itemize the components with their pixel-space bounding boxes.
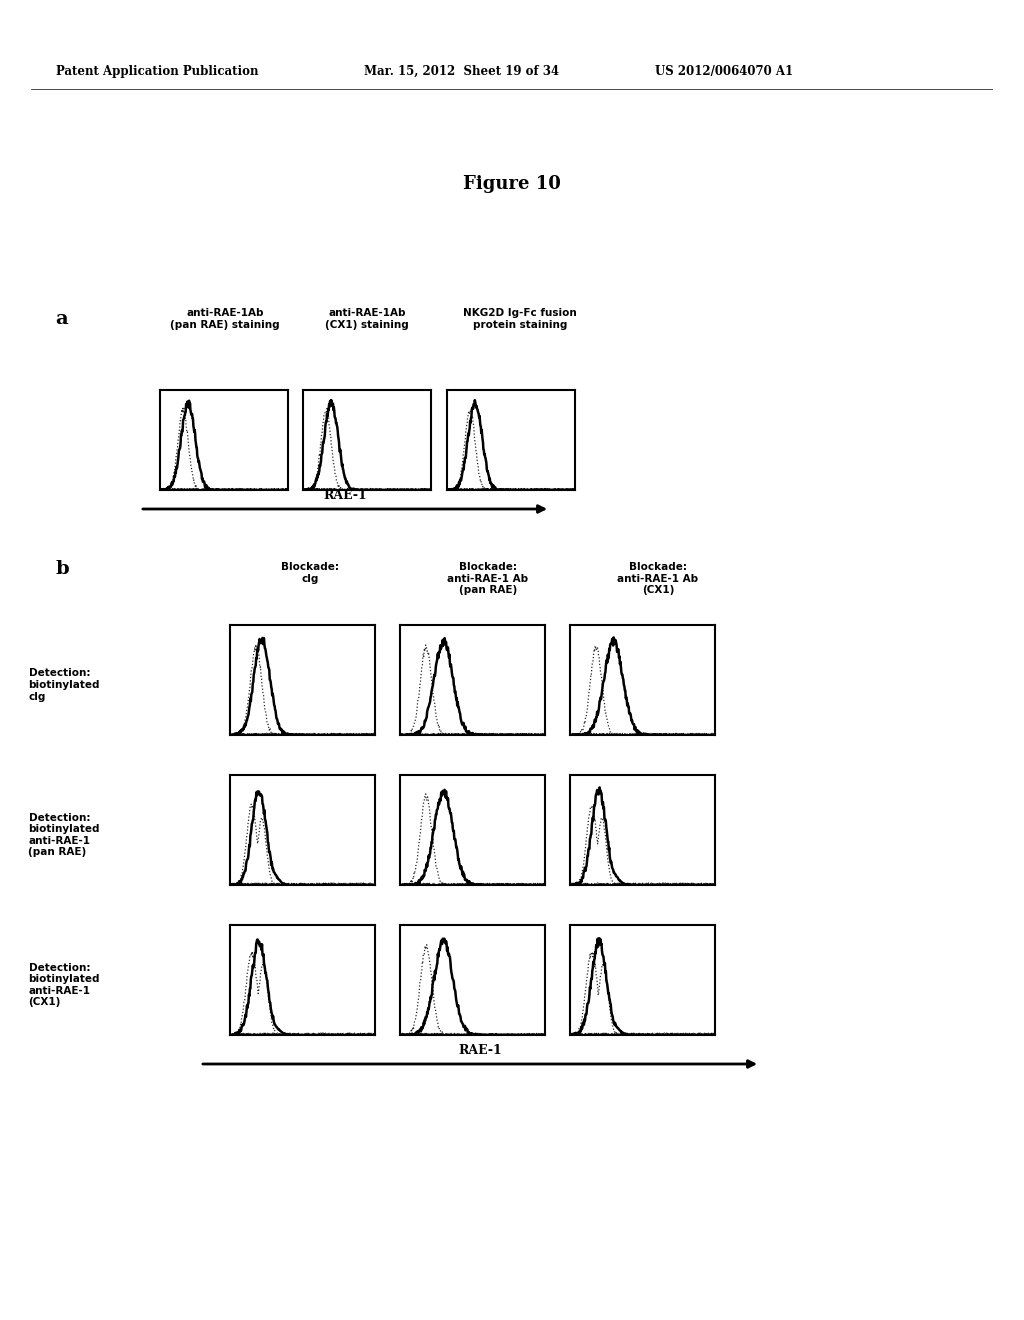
Text: anti-RAE-1Ab
(pan RAE) staining: anti-RAE-1Ab (pan RAE) staining — [170, 308, 280, 330]
Text: anti-RAE-1Ab
(CX1) staining: anti-RAE-1Ab (CX1) staining — [326, 308, 409, 330]
Text: RAE-1: RAE-1 — [324, 488, 367, 502]
Text: a: a — [55, 310, 68, 327]
Text: Figure 10: Figure 10 — [463, 176, 561, 193]
Text: Blockade:
anti-RAE-1 Ab
(CX1): Blockade: anti-RAE-1 Ab (CX1) — [617, 562, 698, 595]
Text: RAE-1: RAE-1 — [458, 1044, 502, 1057]
Text: b: b — [55, 560, 69, 578]
Text: Mar. 15, 2012  Sheet 19 of 34: Mar. 15, 2012 Sheet 19 of 34 — [364, 65, 559, 78]
Text: Blockade:
clg: Blockade: clg — [281, 562, 339, 583]
Text: Detection:
biotinylated
anti-RAE-1
(CX1): Detection: biotinylated anti-RAE-1 (CX1) — [29, 962, 100, 1007]
Text: Detection:
biotinylated
clg: Detection: biotinylated clg — [29, 668, 100, 702]
Text: NKG2D Ig-Fc fusion
protein staining: NKG2D Ig-Fc fusion protein staining — [463, 308, 577, 330]
Text: US 2012/0064070 A1: US 2012/0064070 A1 — [655, 65, 794, 78]
Text: Detection:
biotinylated
anti-RAE-1
(pan RAE): Detection: biotinylated anti-RAE-1 (pan … — [29, 813, 100, 858]
Text: Blockade:
anti-RAE-1 Ab
(pan RAE): Blockade: anti-RAE-1 Ab (pan RAE) — [447, 562, 528, 595]
Text: Patent Application Publication: Patent Application Publication — [56, 65, 259, 78]
